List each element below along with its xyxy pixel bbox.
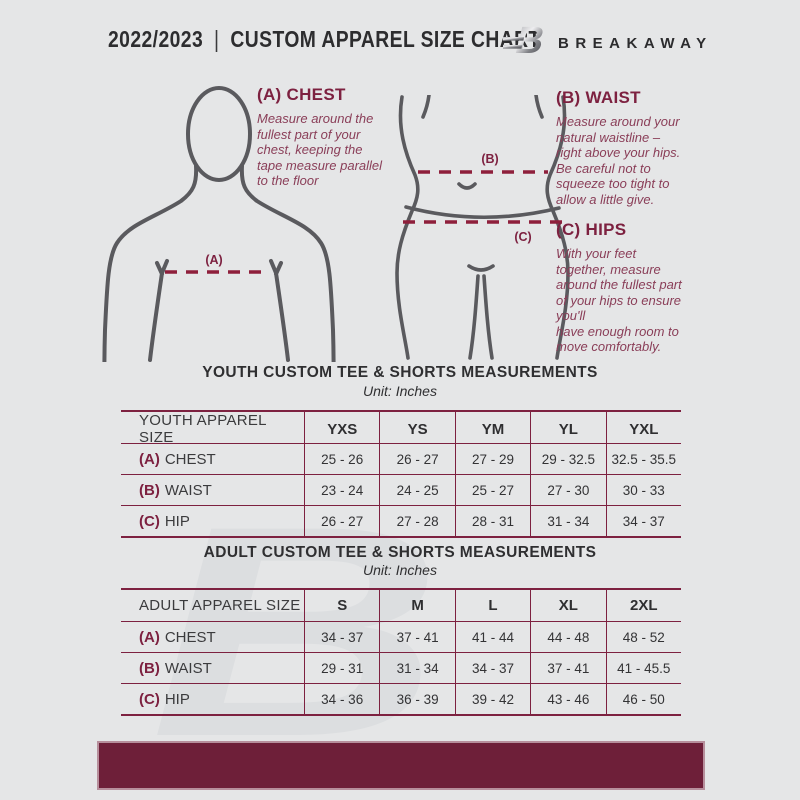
measurement-value-cell: 31 - 34 xyxy=(530,506,605,536)
measurement-value-cell: 26 - 27 xyxy=(304,506,379,536)
measurement-name: WAIST xyxy=(164,481,212,499)
measurement-value-cell: 37 - 41 xyxy=(379,622,454,652)
size-column-header: YM xyxy=(454,412,530,446)
measurement-value-cell: 25 - 27 xyxy=(454,475,530,505)
size-column-header: YL xyxy=(530,412,605,446)
measurement-name: CHEST xyxy=(164,628,216,646)
footer-bar xyxy=(97,741,705,790)
measurement-label-cell: (B) WAIST xyxy=(121,653,304,683)
chest-section-heading: (A) CHEST xyxy=(257,85,346,104)
youth-size-table: YOUTH APPAREL SIZE YXS YS YM YL YXL (A) CHEST 25… xyxy=(121,410,681,538)
measurement-prefix: (C) xyxy=(139,690,160,708)
measurement-prefix: (A) xyxy=(139,628,160,646)
measurement-value-cell: 44 - 48 xyxy=(530,622,605,652)
youth-table-title: YOUTH CUSTOM TEE & SHORTS MEASUREMENTS xyxy=(202,364,598,381)
table-row: (A) CHEST 25 - 26 26 - 27 27 - 29 29 - 32.5 32… xyxy=(121,443,681,474)
waist-hips-figure-illustration: (B) (C) xyxy=(395,95,570,360)
size-column-header: 2XL xyxy=(605,590,681,621)
measurement-value-cell: 29 - 32.5 xyxy=(530,444,605,474)
measurement-value-cell: 36 - 39 xyxy=(379,684,454,714)
measurement-value-cell: 30 - 33 xyxy=(605,475,681,505)
hips-section-heading: (C) HIPS xyxy=(556,220,627,239)
adult-table-title: ADULT CUSTOM TEE & SHORTS MEASUREMENTS xyxy=(203,544,597,561)
measurement-value-cell: 41 - 44 xyxy=(454,622,530,652)
size-column-header: L xyxy=(454,590,530,621)
size-column-header: S xyxy=(304,590,379,621)
measurement-value-cell: 34 - 37 xyxy=(605,506,681,536)
measurement-prefix: (A) xyxy=(139,450,160,468)
measurement-value-cell: 48 - 52 xyxy=(605,622,681,652)
waist-marker-label: (B) xyxy=(481,152,498,166)
chart-title: CUSTOM APPAREL SIZE CHART xyxy=(230,26,541,52)
measurement-value-cell: 24 - 25 xyxy=(379,475,454,505)
chest-section-body: Measure around the fullest part of your … xyxy=(257,111,383,188)
measurement-value-cell: 43 - 46 xyxy=(530,684,605,714)
table-header-row: YOUTH APPAREL SIZE YXS YS YM YL YXL xyxy=(121,410,681,446)
measurement-value-cell: 41 - 45.5 xyxy=(605,653,681,683)
table-row: (B) WAIST 23 - 24 24 - 25 25 - 27 27 - 30 30 -… xyxy=(121,474,681,505)
table-row: (A) CHEST 34 - 37 37 - 41 41 - 44 44 - 48 48 -… xyxy=(121,621,681,652)
brand-lockup: B BREAKAWAY xyxy=(503,18,713,62)
measurement-value-cell: 26 - 27 xyxy=(379,444,454,474)
size-column-header: XL xyxy=(530,590,605,621)
measurement-label-cell: (A) CHEST xyxy=(121,622,304,652)
adult-size-table: ADULT APPAREL SIZE S M L XL 2XL (A) CHEST 34 - 3… xyxy=(121,588,681,716)
measurement-value-cell: 23 - 24 xyxy=(304,475,379,505)
measurement-name: WAIST xyxy=(164,659,212,677)
measurement-value-cell: 34 - 37 xyxy=(304,622,379,652)
figure-head xyxy=(186,86,252,182)
watermark-b: B xyxy=(150,463,443,799)
table-header-row: ADULT APPAREL SIZE S M L XL 2XL xyxy=(121,588,681,621)
title-divider: | xyxy=(214,26,220,52)
measurement-value-cell: 29 - 31 xyxy=(304,653,379,683)
size-column-header: YS xyxy=(379,412,454,446)
measurement-name: HIP xyxy=(164,512,190,530)
measurement-value-cell: 39 - 42 xyxy=(454,684,530,714)
hips-section-body: With your feet together, measure around … xyxy=(556,246,682,354)
chest-figure-illustration: (A) xyxy=(102,86,336,362)
measurement-label-cell: (C) HIP xyxy=(121,506,304,536)
table-row: (C) HIP 34 - 36 36 - 39 39 - 42 43 - 46 46 - 5… xyxy=(121,683,681,714)
table-row: (C) HIP 26 - 27 27 - 28 28 - 31 31 - 34 34 - 3… xyxy=(121,505,681,536)
measurement-value-cell: 27 - 28 xyxy=(379,506,454,536)
measurement-value-cell: 32.5 - 35.5 xyxy=(605,444,681,474)
size-column-header: YXS xyxy=(304,412,379,446)
brand-wordmark: BREAKAWAY xyxy=(558,34,713,52)
measurement-prefix: (C) xyxy=(139,512,160,530)
measurement-value-cell: 46 - 50 xyxy=(605,684,681,714)
measurement-value-cell: 34 - 37 xyxy=(454,653,530,683)
table-label-header: YOUTH APPAREL SIZE xyxy=(139,412,267,446)
table-row: (B) WAIST 29 - 31 31 - 34 34 - 37 37 - 41 41 -… xyxy=(121,652,681,683)
measurement-value-cell: 34 - 36 xyxy=(304,684,379,714)
measurement-value-cell: 27 - 29 xyxy=(454,444,530,474)
breakaway-b-logo-icon: B xyxy=(503,20,549,62)
measurement-value-cell: 37 - 41 xyxy=(530,653,605,683)
measurement-prefix: (B) xyxy=(139,659,160,677)
table-label-header: ADULT APPAREL SIZE xyxy=(139,597,301,614)
measurement-value-cell: 27 - 30 xyxy=(530,475,605,505)
measurement-name: HIP xyxy=(164,690,190,708)
waist-section-heading: (B) WAIST xyxy=(556,88,641,107)
hips-marker-label: (C) xyxy=(514,230,531,244)
waist-section-body: Measure around your natural waistline – … xyxy=(556,114,681,207)
measurement-label-cell: (A) CHEST xyxy=(121,444,304,474)
measurement-value-cell: 31 - 34 xyxy=(379,653,454,683)
season-label: 2022/2023 xyxy=(108,26,204,52)
measurement-value-cell: 28 - 31 xyxy=(454,506,530,536)
youth-table-unit: Unit: Inches xyxy=(363,383,437,399)
size-column-header: YXL xyxy=(605,412,681,446)
measurement-label-cell: (B) WAIST xyxy=(121,475,304,505)
measurement-prefix: (B) xyxy=(139,481,160,499)
page-title: 2022/2023 | CUSTOM APPAREL SIZE CHART xyxy=(108,26,541,53)
size-column-header: M xyxy=(379,590,454,621)
adult-table-unit: Unit: Inches xyxy=(363,562,437,578)
measurement-name: CHEST xyxy=(164,450,216,468)
svg-text:B: B xyxy=(511,20,549,62)
measurement-label-cell: (C) HIP xyxy=(121,684,304,714)
measurement-value-cell: 25 - 26 xyxy=(304,444,379,474)
chest-marker-label: (A) xyxy=(205,253,222,267)
